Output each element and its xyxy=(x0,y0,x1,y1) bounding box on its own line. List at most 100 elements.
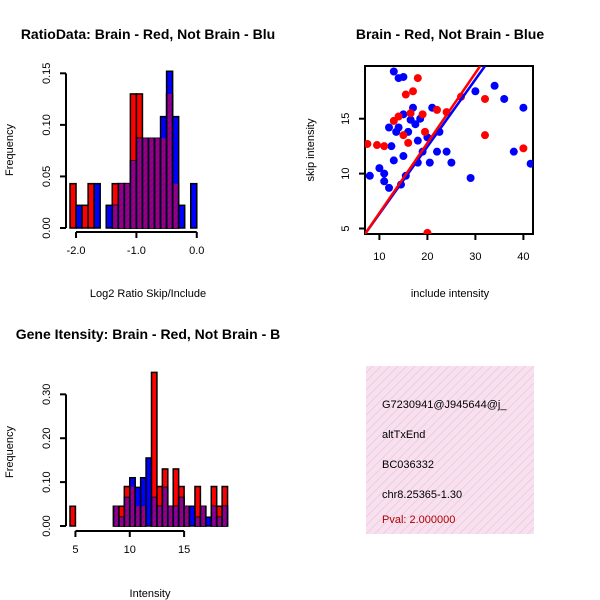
scatter-point-brain xyxy=(418,110,427,119)
intensity-histogram-title: Gene Itensity: Brain - Red, Not Brain - … xyxy=(16,326,280,342)
ratio-bar-overlap-hatch xyxy=(161,138,166,228)
scatter-point-brain xyxy=(433,105,441,114)
info-panel-background xyxy=(366,366,534,534)
intensity-bar-overlap-hatch xyxy=(136,506,140,526)
scatter-point-brain xyxy=(481,131,489,140)
ratio-bar-brain xyxy=(81,204,89,229)
scatter-x-tick-label: 10 xyxy=(373,251,385,263)
ratio-x-tick-label: -1.0 xyxy=(127,245,146,257)
intensity-scatter: Brain - Red, Not Brain - Blue include in… xyxy=(305,26,544,300)
scatter-x-tick-label: 40 xyxy=(517,251,529,263)
scatter-point-not-brain xyxy=(471,87,480,96)
ratio-bar-not-brain xyxy=(189,182,198,229)
ratio-bar-not-brain xyxy=(105,204,114,229)
scatter-xlabel: include intensity xyxy=(411,288,490,300)
scatter-point-brain xyxy=(423,228,432,234)
scatter-point-not-brain xyxy=(387,142,396,151)
scatter-point-brain xyxy=(380,142,389,151)
intensity-bar-overlap-hatch xyxy=(201,506,205,526)
intensity-bar-overlap-hatch xyxy=(185,506,189,526)
ratio-histogram-ylabel: Frequency xyxy=(4,124,16,176)
ratio-bar-not-brain xyxy=(93,182,101,229)
scatter-point-brain xyxy=(373,141,381,150)
scatter-point-brain xyxy=(409,87,417,96)
intensity-x-tick-label: 10 xyxy=(124,544,136,556)
intensity-bar-brain xyxy=(69,505,77,527)
intensity-y-tick-label: 0.00 xyxy=(41,515,53,536)
scatter-point-not-brain xyxy=(385,183,393,192)
intensity-y-tick-label: 0.30 xyxy=(41,384,53,405)
ratio-bar-overlap-hatch xyxy=(125,183,130,228)
scatter-x-tick-label: 20 xyxy=(421,251,433,263)
scatter-point-not-brain xyxy=(380,169,389,178)
scatter-point-not-brain xyxy=(389,156,398,165)
intensity-bar-overlap-hatch xyxy=(168,506,173,526)
ratio-bar-overlap-hatch xyxy=(155,138,160,228)
ratio-bar-overlap-hatch xyxy=(167,93,172,228)
info-pval: Pval: 2.000000 xyxy=(382,514,455,526)
scatter-point-not-brain xyxy=(433,147,441,156)
ratio-bar-not-brain xyxy=(177,204,186,229)
info-location: chr8.25365-1.30 xyxy=(382,489,462,501)
scatter-point-not-brain xyxy=(509,147,518,156)
scatter-point-not-brain xyxy=(526,159,533,168)
scatter-ylabel: skip intensity xyxy=(305,118,317,181)
intensity-y-tick-label: 0.10 xyxy=(41,471,53,492)
ratio-bar-overlap-hatch xyxy=(113,205,118,228)
scatter-plot-area xyxy=(365,66,533,234)
info-panel: G7230941@J945644@j_ altTxEnd BC036332 ch… xyxy=(366,366,534,534)
info-accession: BC036332 xyxy=(382,459,434,471)
ratio-bar-overlap-hatch xyxy=(119,183,124,228)
scatter-point-not-brain xyxy=(466,174,475,182)
info-event: altTxEnd xyxy=(382,429,425,441)
scatter-y-tick-label: 15 xyxy=(340,113,352,125)
scatter-point-brain xyxy=(481,94,489,103)
intensity-bar-overlap-hatch xyxy=(195,517,200,526)
intensity-bar-overlap-hatch xyxy=(157,506,162,526)
scatter-point-brain xyxy=(401,90,410,99)
intensity-bar-not-brain xyxy=(145,457,153,527)
intensity-x-tick-label: 15 xyxy=(178,544,190,556)
intensity-bar-overlap-hatch xyxy=(141,506,146,526)
intensity-y-tick-label: 0.20 xyxy=(41,428,53,449)
scatter-point-not-brain xyxy=(490,81,499,90)
ratio-bar-overlap-hatch xyxy=(143,138,148,228)
intensity-bar-overlap-hatch xyxy=(174,506,178,526)
fit-line-brain xyxy=(365,66,482,234)
scatter-point-not-brain xyxy=(365,171,374,180)
scatter-point-not-brain xyxy=(519,103,528,112)
intensity-bar-overlap-hatch xyxy=(152,497,156,526)
scatter-point-not-brain xyxy=(442,147,451,156)
scatter-point-brain xyxy=(519,144,528,153)
ratio-y-tick-label: 0.15 xyxy=(41,63,53,84)
intensity-bar-overlap-hatch xyxy=(130,486,135,526)
intensity-bar-not-brain xyxy=(188,505,196,527)
ratio-y-tick-label: 0.10 xyxy=(41,114,53,135)
info-id: G7230941@J945644@j_ xyxy=(382,399,507,411)
scatter-point-not-brain xyxy=(399,72,408,81)
intensity-bar-overlap-hatch xyxy=(114,506,118,526)
intensity-bar-overlap-hatch xyxy=(212,506,216,526)
intensity-histogram-ylabel: Frequency xyxy=(4,426,16,478)
scatter-point-not-brain xyxy=(411,120,420,129)
intensity-bar-not-brain xyxy=(205,516,213,527)
scatter-point-not-brain xyxy=(447,158,456,167)
scatter-point-brain xyxy=(404,138,413,147)
ratio-bar-overlap-hatch xyxy=(173,183,178,228)
scatter-point-not-brain xyxy=(425,158,434,167)
ratio-x-tick-label: 0.0 xyxy=(189,245,204,257)
scatter-point-not-brain xyxy=(375,164,384,173)
intensity-bar-overlap-hatch xyxy=(163,487,167,526)
ratio-bar-overlap-hatch xyxy=(137,138,142,228)
intensity-histogram: Gene Itensity: Brain - Red, Not Brain - … xyxy=(4,326,280,600)
ratio-x-tick-label: -2.0 xyxy=(67,245,86,257)
intensity-bar-overlap-hatch xyxy=(125,497,129,526)
scatter-y-tick-label: 10 xyxy=(340,167,352,179)
scatter-point-not-brain xyxy=(413,136,422,145)
scatter-point-not-brain xyxy=(500,94,509,103)
scatter-point-not-brain xyxy=(385,123,393,132)
ratio-histogram-title: RatioData: Brain - Red, Not Brain - Blu xyxy=(21,26,275,42)
scatter-x-tick-label: 30 xyxy=(469,251,481,263)
scatter-point-brain xyxy=(406,109,415,118)
